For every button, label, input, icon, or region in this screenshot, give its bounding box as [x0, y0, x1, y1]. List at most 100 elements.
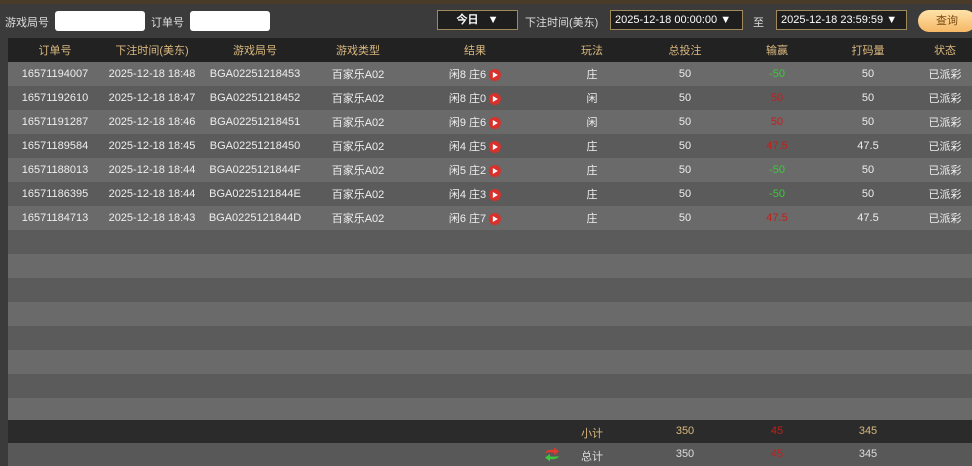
cell-round-no: BGA0225121844D: [209, 212, 301, 224]
cell-bet-time: 2025-12-18 18:47: [109, 92, 196, 104]
subtotal-bet: 350: [675, 425, 695, 437]
win-loss-text: 50: [770, 92, 784, 104]
total-bet-text: 50: [678, 188, 692, 200]
round-no-text: BGA0225121844E: [209, 188, 301, 200]
column-header-valid-bet: 打码量: [851, 45, 885, 57]
table-header: 订单号 下注时间(美东) 游戏局号 游戏类型 结果 玩法 总投注 输赢 打码量 状态: [8, 38, 972, 62]
column-header-status: 状态: [934, 45, 956, 57]
cell-status: 已派彩: [929, 186, 962, 202]
play-video-icon[interactable]: [489, 189, 502, 202]
order-no-text: 16571189584: [21, 140, 89, 152]
cell-total-bet: 50: [679, 212, 691, 224]
total-valid: 345: [858, 448, 878, 460]
column-header-game-type: 游戏类型: [336, 45, 380, 57]
cell-status: 已派彩: [929, 90, 962, 106]
cell-win-loss: -50: [769, 188, 785, 200]
period-value: 今日: [456, 14, 479, 26]
total-bet-text: 50: [678, 212, 692, 224]
bet-time-text: 2025-12-18 18:43: [108, 212, 196, 224]
cell-win-loss: 50: [771, 92, 783, 104]
period-select[interactable]: 今日 ▼: [437, 10, 518, 30]
cell-round-no: BGA02251218452: [210, 92, 301, 104]
valid-bet-text: 47.5: [857, 212, 879, 224]
result-text: 闲8 庄0: [448, 93, 487, 105]
round-input[interactable]: [55, 11, 145, 31]
status-text: 已派彩: [928, 93, 962, 105]
cell-status: 已派彩: [929, 210, 962, 226]
status-text: 已派彩: [928, 189, 962, 201]
cell-total-bet: 50: [679, 140, 691, 152]
subtotal-label: 小计: [581, 428, 603, 440]
cell-play-type: 闲: [587, 114, 598, 130]
column-header-bet-time: 下注时间(美东): [115, 45, 189, 57]
game-type-text: 百家乐A02: [331, 117, 385, 129]
status-text: 已派彩: [928, 213, 962, 225]
cell-win-loss: -50: [769, 68, 785, 80]
column-header-win-loss: 输赢: [766, 45, 788, 57]
table-row: 16571188013 2025-12-18 18:44 BGA0225121844…: [8, 158, 972, 182]
bet-time-text: 2025-12-18 18:45: [108, 140, 196, 152]
result-text: 闲5 庄2: [448, 165, 487, 177]
table-row: 16571186395 2025-12-18 18:44 BGA0225121844…: [8, 182, 972, 206]
order-no-text: 16571191287: [21, 116, 89, 128]
play-type-text: 闲: [586, 117, 598, 129]
empty-row: [8, 398, 972, 422]
round-no-text: BGA02251218453: [209, 68, 301, 80]
cell-result: 闲4 庄3: [449, 186, 502, 202]
empty-row: [8, 254, 972, 278]
time-label: 下注时间(美东): [525, 17, 599, 29]
win-loss-text: -50: [769, 188, 785, 200]
play-video-icon[interactable]: [489, 165, 502, 178]
cell-result: 闲5 庄2: [448, 162, 502, 178]
cell-play-type: 庄: [587, 186, 598, 202]
status-text: 已派彩: [928, 117, 962, 129]
to-label: 至: [753, 17, 764, 29]
play-video-icon[interactable]: [489, 141, 502, 154]
round-label: 游戏局号: [5, 17, 49, 29]
total-bet-text: 50: [678, 164, 692, 176]
cell-game-type: 百家乐A02: [332, 162, 385, 178]
play-video-icon[interactable]: [489, 69, 502, 82]
cell-total-bet: 50: [679, 188, 691, 200]
cell-result: 闲6 庄7: [449, 210, 502, 226]
empty-row: [8, 278, 972, 302]
empty-row: [8, 374, 972, 398]
total-bet-text: 50: [678, 92, 692, 104]
cell-play-type: 庄: [587, 138, 598, 154]
order-input[interactable]: [190, 11, 270, 31]
cell-bet-time: 2025-12-18 18:44: [109, 188, 196, 200]
end-time-select[interactable]: 2025-12-18 23:59:59 ▼: [776, 10, 907, 30]
valid-bet-text: 50: [861, 188, 875, 200]
cell-order-no: 16571186395: [22, 188, 88, 200]
cell-game-type: 百家乐A02: [332, 90, 385, 106]
play-video-icon[interactable]: [489, 213, 502, 226]
query-button[interactable]: 查询: [918, 10, 972, 32]
game-type-text: 百家乐A02: [331, 189, 385, 201]
total-bet-text: 50: [678, 68, 692, 80]
win-loss-text: 50: [770, 116, 784, 128]
chevron-down-icon: ▼: [720, 14, 732, 26]
cell-play-type: 庄: [587, 66, 598, 82]
cell-total-bet: 50: [679, 116, 691, 128]
cell-valid-bet: 50: [862, 116, 874, 128]
cell-order-no: 16571189584: [22, 140, 88, 152]
round-no-text: BGA02251218452: [209, 92, 301, 104]
bet-table: 订单号 下注时间(美东) 游戏局号 游戏类型 结果 玩法 总投注 输赢 打码量 状态 165711…: [8, 38, 972, 422]
start-time: 2025-12-18 00:00:00: [615, 14, 718, 26]
round-no-text: BGA0225121844F: [209, 164, 301, 176]
play-video-icon[interactable]: [489, 117, 502, 130]
total-bet-text: 50: [678, 116, 692, 128]
valid-bet-text: 50: [861, 68, 875, 80]
cell-round-no: BGA0225121844F: [209, 164, 300, 176]
play-video-icon[interactable]: [489, 93, 502, 106]
total-row: 总计 350 45 345: [8, 443, 972, 466]
cell-total-bet: 50: [679, 164, 691, 176]
start-time-select[interactable]: 2025-12-18 00:00:00 ▼: [610, 10, 743, 30]
cell-valid-bet: 47.5: [857, 212, 878, 224]
cell-result: 闲8 庄0: [448, 90, 502, 106]
refresh-icon[interactable]: [544, 447, 560, 462]
play-type-text: 庄: [586, 213, 598, 225]
cell-bet-time: 2025-12-18 18:48: [109, 68, 196, 80]
cell-status: 已派彩: [929, 114, 962, 130]
cell-round-no: BGA02251218450: [210, 140, 301, 152]
